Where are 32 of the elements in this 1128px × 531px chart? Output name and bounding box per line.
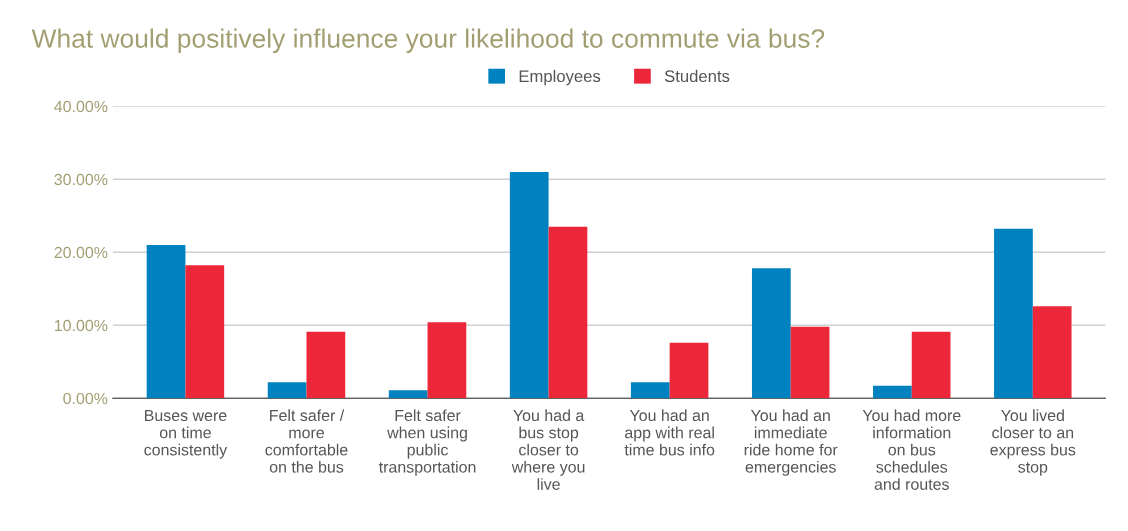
x-tick-label: You had more information on bus schedules and routes xyxy=(862,409,961,490)
bar xyxy=(911,331,951,399)
bar xyxy=(994,228,1033,399)
bar xyxy=(790,326,830,399)
bar xyxy=(873,385,912,399)
bar xyxy=(185,265,225,399)
y-tick-label: 30.00% xyxy=(54,173,108,186)
x-tick-label: Felt safer when using public transportation xyxy=(378,409,476,476)
chart-title: What would positively influence your likelihood to commute via bus? xyxy=(31,28,825,54)
bar xyxy=(146,244,186,399)
bar xyxy=(669,342,709,399)
bar xyxy=(509,171,549,399)
bar xyxy=(388,390,428,399)
bar xyxy=(1032,306,1072,399)
bar xyxy=(751,268,791,399)
y-tick-label: 40.00% xyxy=(54,100,108,113)
bar xyxy=(267,382,307,399)
y-tick-label: 20.00% xyxy=(54,246,108,259)
y-tick-label: 10.00% xyxy=(54,319,108,332)
x-tick-label: You had an app with real time bus info xyxy=(624,409,715,456)
legend-label: Employees xyxy=(519,69,601,86)
bar xyxy=(630,382,670,399)
bar xyxy=(306,331,346,399)
x-tick-label: You had a bus stop closer to where you live xyxy=(511,409,585,490)
x-tick-label: You had an immediate ride home for emergencies xyxy=(744,409,838,476)
x-tick-label: Buses were on time consistently xyxy=(144,409,228,459)
x-tick-label: You lived closer to an express bus stop xyxy=(990,409,1076,476)
legend-label: Students xyxy=(664,69,730,83)
bar xyxy=(548,226,588,399)
y-tick-label: 0.00% xyxy=(63,392,108,405)
x-tick-label: Felt safer / more comfortable on the bus xyxy=(265,409,348,473)
bar xyxy=(427,322,467,399)
